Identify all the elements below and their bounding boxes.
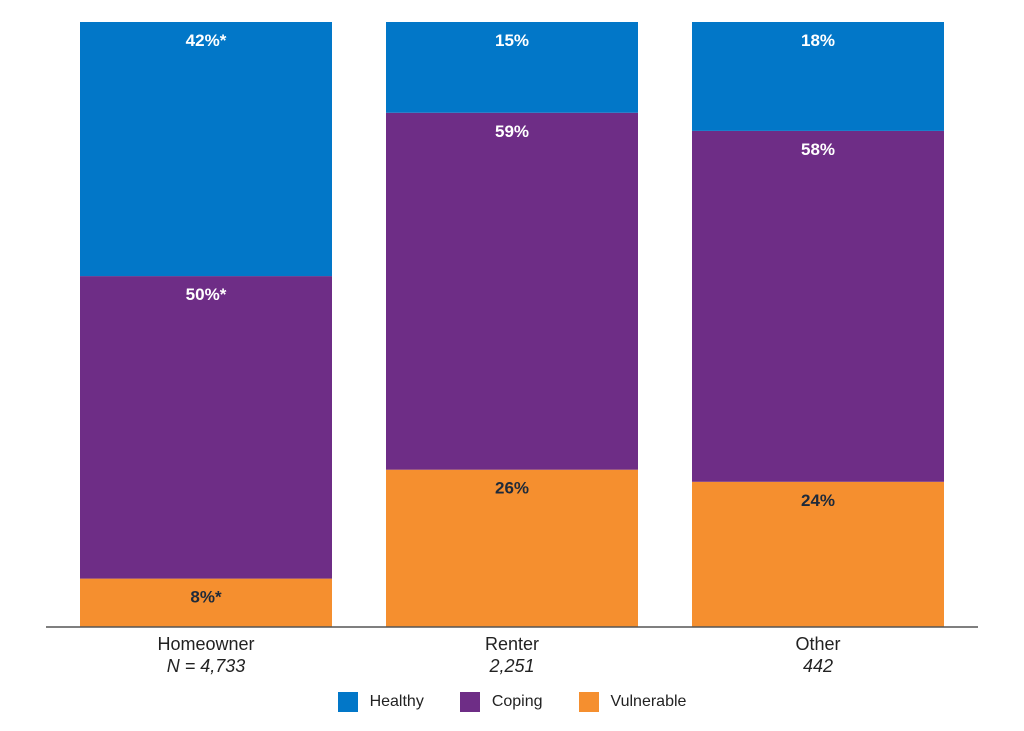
- legend-item-coping: Coping: [459, 692, 543, 712]
- data-label-homeowner-healthy: 42%*: [186, 31, 227, 50]
- x-tick-label-other: Other: [795, 634, 840, 654]
- bar-homeowner-vulnerable: [80, 578, 332, 627]
- bar-group: 8%* 50%* 42%* 26% 59% 15% 24% 58% 18%: [80, 22, 944, 627]
- legend: Healthy Coping Vulnerable: [0, 692, 1024, 712]
- bar-other-coping: [692, 130, 944, 482]
- sample-size-label-homeowner: N = 4,733: [167, 656, 246, 676]
- legend-swatch-vulnerable: [578, 692, 599, 712]
- legend-swatch-healthy: [337, 692, 358, 712]
- data-label-homeowner-vulnerable: 8%*: [190, 588, 222, 607]
- bar-other-healthy: [692, 22, 944, 131]
- bar-homeowner-coping: [80, 276, 332, 579]
- bar-homeowner-healthy: [80, 22, 332, 277]
- data-label-renter-vulnerable: 26%: [495, 479, 529, 498]
- legend-item-healthy: Healthy: [337, 692, 424, 712]
- x-tick-label-renter: Renter: [485, 634, 539, 654]
- data-label-renter-healthy: 15%: [495, 31, 529, 50]
- bar-renter-coping: [386, 112, 638, 470]
- legend-label-vulnerable: Vulnerable: [610, 693, 687, 710]
- data-label-other-vulnerable: 24%: [801, 491, 835, 510]
- data-label-other-healthy: 18%: [801, 31, 835, 50]
- bar-renter-healthy: [386, 22, 638, 113]
- bar-other-vulnerable: [692, 481, 944, 627]
- legend-item-vulnerable: Vulnerable: [578, 692, 687, 712]
- legend-label-healthy: Healthy: [369, 693, 424, 710]
- data-label-renter-coping: 59%: [495, 122, 529, 141]
- legend-swatch-coping: [459, 692, 480, 712]
- data-label-other-coping: 58%: [801, 140, 835, 159]
- sample-size-label-other: 442: [803, 656, 833, 676]
- legend-label-coping: Coping: [491, 693, 543, 710]
- x-tick-label-homeowner: Homeowner: [157, 634, 254, 654]
- data-label-homeowner-coping: 50%*: [186, 285, 227, 304]
- sample-size-label-renter: 2,251: [488, 656, 534, 676]
- bar-renter-vulnerable: [386, 469, 638, 627]
